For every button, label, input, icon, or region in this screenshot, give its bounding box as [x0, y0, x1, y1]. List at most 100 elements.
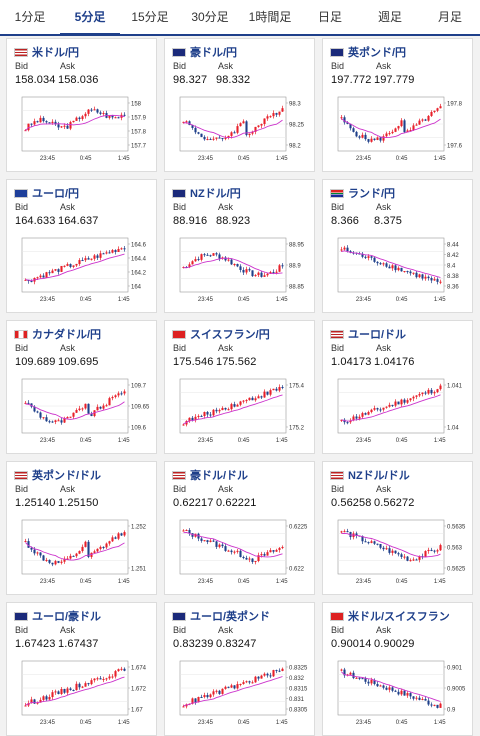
pair-card[interactable]: 英ポンド/ドル Bid Ask 1.25140 1.25150 1.252 1.25… [6, 461, 157, 595]
y-tick-label: 0.832 [289, 676, 305, 682]
candle-body [188, 121, 191, 126]
candle-body [355, 416, 358, 419]
ca-flag-icon [14, 329, 28, 339]
y-tick-label: 0.9 [447, 708, 456, 714]
candle-body [367, 542, 370, 544]
tab-0[interactable]: 1分足 [14, 10, 46, 24]
candle-body [81, 116, 84, 119]
candle-body [427, 276, 430, 279]
pair-title[interactable]: ユーロ/円 [14, 185, 79, 201]
pair-title[interactable]: NZドル/ドル [330, 467, 410, 483]
pair-card[interactable]: 英ポンド/円 Bid Ask 197.772 197.779 197.8 197.6… [322, 38, 473, 172]
x-tick-label: 1:45 [434, 297, 446, 303]
candle-body [370, 138, 373, 142]
candle-body [72, 689, 75, 691]
bid-ask-label: Bid Ask [15, 625, 76, 635]
candle-body [373, 679, 376, 684]
pair-card[interactable]: スイスフラン/円 Bid Ask 175.546 175.562 175.4 175… [164, 320, 315, 454]
pair-card[interactable]: 米ドル/スイスフラン Bid Ask 0.90014 0.90029 0.901 0… [322, 602, 473, 736]
pair-card[interactable]: NZドル/円 Bid Ask 88.916 88.923 88.95 88.9 88.… [164, 179, 315, 313]
candle-body [251, 397, 254, 401]
candle-body [99, 253, 102, 258]
candle-body [370, 679, 373, 684]
bid-ask-label: Bid Ask [331, 625, 392, 635]
candle-body [370, 409, 373, 413]
pair-title[interactable]: 米ドル/スイスフラン [330, 608, 450, 624]
candle-body [385, 406, 388, 408]
pair-card[interactable]: ユーロ/豪ドル Bid Ask 1.67423 1.67437 1.674 1.67… [6, 602, 157, 736]
y-tick-label: 88.9 [289, 264, 301, 270]
candle-body [254, 676, 257, 683]
moving-average-line [25, 401, 125, 420]
x-tick-label: 23:45 [40, 579, 56, 585]
tab-2[interactable]: 15分足 [131, 10, 169, 24]
x-tick-label: 23:45 [198, 438, 214, 444]
candle-body [203, 540, 206, 542]
candle-body [197, 696, 200, 703]
x-tick-label: 0:45 [396, 297, 408, 303]
candle-body [108, 252, 111, 254]
candle-body [346, 531, 349, 533]
pair-card[interactable]: 豪ドル/ドル Bid Ask 0.62217 0.62221 0.6225 0.62… [164, 461, 315, 595]
pair-card[interactable]: NZドル/ドル Bid Ask 0.56258 0.56272 0.5635 0.5… [322, 461, 473, 595]
pair-title[interactable]: ユーロ/豪ドル [14, 608, 101, 624]
candle-body [33, 121, 36, 125]
pair-title[interactable]: 英ポンド/ドル [14, 467, 101, 483]
candle-body [233, 551, 236, 553]
candle-body [194, 259, 197, 262]
pair-title[interactable]: ユーロ/英ポンド [172, 608, 270, 624]
pair-title[interactable]: ユーロ/ドル [330, 326, 406, 342]
candle-body [233, 685, 236, 689]
tab-7[interactable]: 月足 [437, 10, 462, 24]
candle-body [391, 404, 394, 406]
tab-4[interactable]: 1時間足 [248, 10, 292, 24]
candle-body [412, 696, 415, 699]
candle-body [361, 134, 364, 138]
us-flag-icon [14, 470, 28, 480]
pair-card[interactable]: ランド/円 Bid Ask 8.366 8.375 8.44 8.42 8.4 8.38… [322, 179, 473, 313]
x-tick-label: 1:45 [434, 720, 446, 726]
candle-body [266, 552, 269, 556]
tab-6[interactable]: 週足 [377, 10, 402, 24]
candle-body [84, 403, 87, 409]
tab-1[interactable]: 5分足 [60, 0, 120, 36]
candle-body [120, 393, 123, 395]
pair-title[interactable]: NZドル/円 [172, 185, 241, 201]
pair-title[interactable]: スイスフラン/円 [172, 326, 270, 342]
candle-body [75, 410, 78, 413]
pair-card[interactable]: ユーロ/円 Bid Ask 164.633 164.637 164.6 164.4 1… [6, 179, 157, 313]
candle-body [27, 123, 30, 131]
pair-card[interactable]: ユーロ/ドル Bid Ask 1.04173 1.04176 1.041 1.04 2… [322, 320, 473, 454]
pair-title[interactable]: 豪ドル/円 [172, 44, 237, 60]
x-tick-label: 0:45 [80, 297, 92, 303]
pair-title[interactable]: 豪ドル/ドル [172, 467, 248, 483]
pair-title[interactable]: ランド/円 [330, 185, 395, 201]
candle-body [394, 550, 397, 554]
candle-body [400, 399, 403, 405]
tab-5[interactable]: 日足 [317, 10, 342, 24]
pair-title[interactable]: 米ドル/円 [14, 44, 79, 60]
candle-body [51, 421, 54, 423]
candle-body [230, 259, 233, 265]
pair-card[interactable]: 豪ドル/円 Bid Ask 98.327 98.332 98.3 98.25 98.2… [164, 38, 315, 172]
ask-value: 164.637 [58, 215, 99, 227]
ask-value: 0.56272 [374, 497, 415, 509]
bid-ask-label: Bid Ask [173, 343, 234, 353]
pair-card[interactable]: 米ドル/円 Bid Ask 158.034 158.036 158 157.9 157… [6, 38, 157, 172]
candle-body [42, 555, 45, 561]
x-tick-label: 1:45 [118, 579, 130, 585]
pair-card[interactable]: ユーロ/英ポンド Bid Ask 0.83239 0.83247 0.8325 0.… [164, 602, 315, 736]
pair-card[interactable]: カナダドル/円 Bid Ask 109.689 109.695 109.7 109.… [6, 320, 157, 454]
ask-value: 1.67437 [58, 638, 99, 650]
candle-body [236, 684, 239, 689]
candle-body [358, 677, 361, 679]
candle-body [182, 266, 185, 268]
pair-title[interactable]: カナダドル/円 [14, 326, 101, 342]
candle-body [120, 668, 123, 670]
candle-body [251, 131, 254, 134]
pair-name: スイスフラン/円 [190, 329, 270, 341]
pair-title[interactable]: 英ポンド/円 [330, 44, 406, 60]
candle-body [75, 683, 78, 691]
candle-body [108, 398, 111, 406]
tab-3[interactable]: 30分足 [191, 10, 229, 24]
